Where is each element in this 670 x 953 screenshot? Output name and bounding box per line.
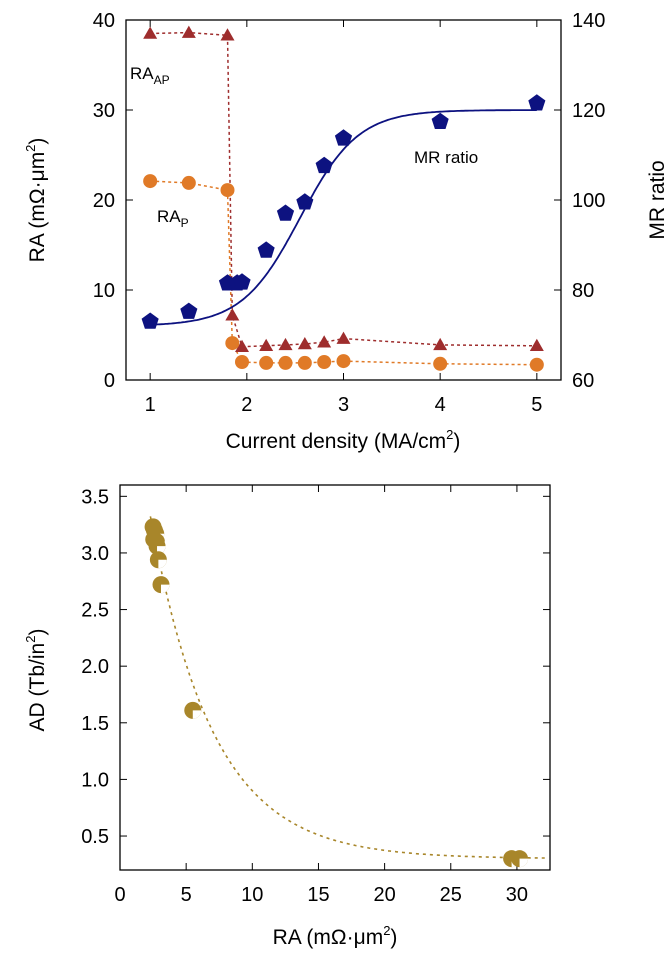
bottom-x-tick-label: 0 (114, 884, 125, 906)
top-series-lines (150, 31, 537, 366)
bottom-fit-line (149, 516, 548, 859)
top-x-tick-label: 1 (145, 394, 156, 416)
bottom-x-tick-label: 25 (440, 884, 462, 906)
ra-p-point (220, 183, 235, 198)
ra-ap-point (529, 338, 544, 352)
top-y-tick-label: 10 (93, 280, 115, 302)
ra-p-point (433, 356, 448, 371)
ra-p-point (225, 336, 240, 351)
top-y2-tick-label: 120 (572, 100, 605, 122)
annotation-ra-ap: RAAP (130, 64, 170, 87)
bottom-series-points (144, 518, 529, 868)
top-y2-tick-label: 100 (572, 190, 605, 212)
ra-ap-point (259, 338, 274, 352)
ad-point (149, 551, 167, 569)
mr-ratio-fit-line (150, 109, 537, 326)
bottom-y-tick-label: 2.0 (81, 656, 109, 678)
top-y2-tick-label: 60 (572, 370, 594, 392)
bottom-x-axis-label: RA (mΩ·μm2) (273, 923, 398, 949)
top-y-tick-label: 0 (104, 370, 115, 392)
top-y-tick-label: 30 (93, 100, 115, 122)
bottom-y-tick-label: 3.5 (81, 486, 109, 508)
top-y2-axis-label: MR ratio (646, 160, 669, 239)
ra-p-point (529, 357, 544, 372)
bottom-x-tick-label: 15 (307, 884, 329, 906)
top-x-tick-label: 2 (241, 394, 252, 416)
top-x-tick-label: 3 (338, 394, 349, 416)
bottom-y-tick-label: 0.5 (81, 826, 109, 848)
mr-ratio-point (296, 193, 314, 210)
mr-ratio-point (276, 204, 295, 221)
top-x-tick-label: 5 (531, 394, 542, 416)
mr-ratio-point (257, 241, 275, 258)
ra-p-point (297, 355, 312, 370)
top-y-ticks: 0 10 20 30 40 (93, 10, 133, 392)
mr-ratio-point (315, 156, 333, 174)
bottom-y-tick-label: 1.5 (81, 713, 109, 735)
ad-point-highlight (192, 710, 202, 719)
annotation-ra-p: RAP (157, 207, 189, 230)
ad-point (184, 701, 202, 719)
bottom-x-tick-label: 30 (506, 884, 528, 906)
bottom-x-ticks: 0 5 10 15 20 25 30 (114, 485, 528, 906)
top-y-axis-label: RA (mΩ·μm2) (23, 138, 49, 263)
ra-ap-point (433, 337, 448, 351)
ra-p-point (259, 355, 274, 370)
top-y-tick-label: 20 (93, 190, 115, 212)
top-y-tick-label: 40 (93, 10, 115, 32)
top-y2-ticks: 60 80 100 120 140 (554, 10, 605, 392)
mr-ratio-point (180, 302, 198, 319)
bottom-y-axis-label: AD (Tb/in2) (23, 629, 49, 732)
bottom-x-tick-label: 10 (241, 884, 263, 906)
ra-p-point (235, 355, 249, 369)
ad-point-highlight (161, 584, 170, 594)
ra-ap-point (143, 26, 158, 39)
bottom-x-tick-label: 20 (373, 884, 395, 906)
ra-ap-point (317, 335, 332, 348)
ad-point-highlight (158, 559, 167, 569)
ra-ap-dashed-line (150, 31, 537, 348)
ra-ap-point (278, 337, 293, 351)
bottom-y-ticks: 0.5 1.0 1.5 2.0 2.5 3.0 3.5 (81, 486, 550, 848)
ra-p-point (181, 175, 196, 190)
ra-p-point (143, 174, 158, 189)
ad-point-highlight (519, 858, 529, 868)
ra-ap-point (297, 337, 312, 350)
mr-ratio-point (334, 129, 353, 146)
ra-ap-point (336, 331, 351, 344)
mr-ratio-point (141, 312, 159, 329)
bottom-y-tick-label: 1.0 (81, 769, 109, 791)
top-x-axis-label: Current density (MA/cm2) (226, 427, 461, 453)
mr-ratio-point (431, 112, 449, 129)
ra-ap-point (235, 339, 249, 352)
top-series-points (141, 25, 546, 372)
annotation-mr-ratio: MR ratio (414, 148, 478, 167)
bottom-x-tick-label: 5 (181, 884, 192, 906)
top-chart: 1 2 3 4 5 0 10 20 30 40 60 80 100 120 140 Current de… (23, 10, 669, 453)
top-plot-frame (125, 19, 562, 381)
mr-ratio-point (528, 94, 546, 111)
top-x-tick-label: 4 (435, 394, 446, 416)
bottom-chart: 0 5 10 15 20 25 30 0.5 1.0 1.5 2.0 2.5 3.0 3.5 RA (m… (23, 484, 551, 949)
top-y2-tick-label: 80 (572, 280, 594, 302)
ra-ap-point (225, 308, 240, 321)
ra-p-point (317, 355, 332, 369)
ad-fit-dashed-line (149, 516, 548, 859)
ra-p-point (278, 355, 293, 370)
bottom-plot-frame (119, 484, 551, 871)
mr-ratio-point (233, 273, 251, 290)
ra-ap-point (181, 25, 196, 38)
ad-point (152, 576, 170, 594)
ad-point (511, 850, 529, 868)
bottom-y-tick-label: 2.5 (81, 600, 109, 622)
bottom-y-tick-label: 3.0 (81, 543, 109, 565)
ra-ap-point (220, 28, 235, 41)
top-x-ticks: 1 2 3 4 5 (145, 20, 542, 416)
top-y2-tick-label: 140 (572, 10, 605, 32)
ra-p-point (336, 354, 351, 369)
